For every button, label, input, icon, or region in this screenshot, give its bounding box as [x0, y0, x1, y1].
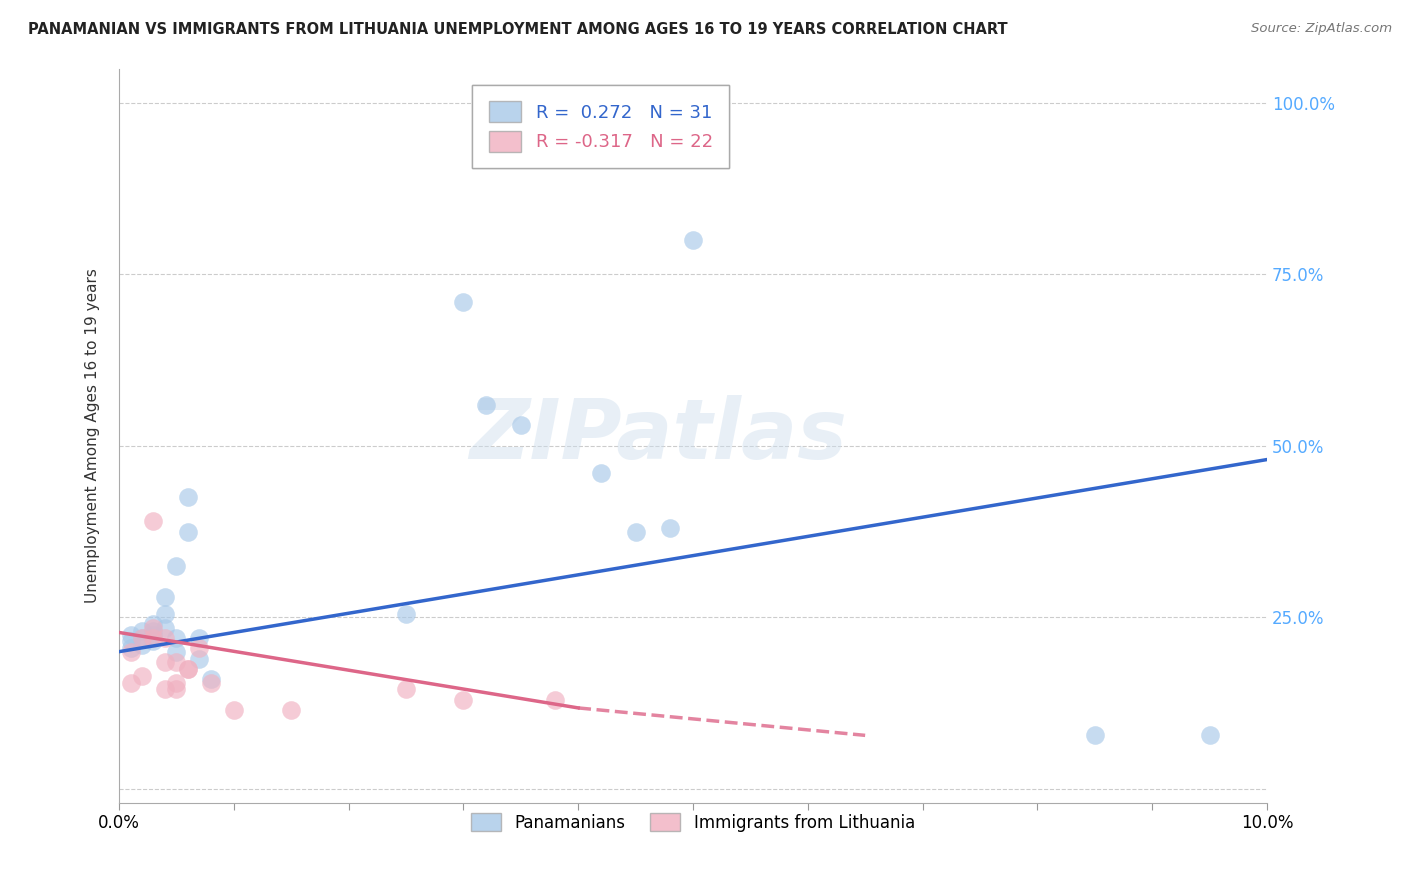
- Point: [120, 641, 142, 656]
- Point: [153, 631, 176, 645]
- Point: [165, 682, 187, 697]
- Point: [280, 703, 302, 717]
- Point: [177, 524, 200, 539]
- Point: [222, 703, 245, 717]
- Point: [395, 607, 418, 621]
- Point: [153, 682, 176, 697]
- Point: [200, 672, 222, 686]
- Point: [165, 655, 187, 669]
- Y-axis label: Unemployment Among Ages 16 to 19 years: Unemployment Among Ages 16 to 19 years: [86, 268, 100, 603]
- Point: [624, 524, 647, 539]
- Point: [682, 233, 704, 247]
- Point: [165, 645, 187, 659]
- Legend: R =  0.272   N = 31, R = -0.317   N = 22: R = 0.272 N = 31, R = -0.317 N = 22: [472, 85, 728, 168]
- Point: [142, 621, 165, 635]
- Point: [142, 624, 165, 638]
- Point: [142, 634, 165, 648]
- Point: [659, 521, 682, 535]
- Point: [200, 675, 222, 690]
- Point: [142, 617, 165, 632]
- Point: [142, 514, 165, 528]
- Point: [475, 398, 498, 412]
- Point: [120, 634, 142, 648]
- Point: [120, 675, 142, 690]
- Point: [177, 491, 200, 505]
- Point: [131, 624, 153, 638]
- Point: [544, 692, 567, 706]
- Text: PANAMANIAN VS IMMIGRANTS FROM LITHUANIA UNEMPLOYMENT AMONG AGES 16 TO 19 YEARS C: PANAMANIAN VS IMMIGRANTS FROM LITHUANIA …: [28, 22, 1008, 37]
- Point: [131, 668, 153, 682]
- Point: [120, 645, 142, 659]
- Point: [131, 631, 153, 645]
- Point: [1198, 728, 1220, 742]
- Point: [120, 627, 142, 641]
- Point: [131, 638, 153, 652]
- Point: [131, 631, 153, 645]
- Point: [453, 294, 475, 309]
- Point: [591, 467, 613, 481]
- Text: Source: ZipAtlas.com: Source: ZipAtlas.com: [1251, 22, 1392, 36]
- Point: [165, 631, 187, 645]
- Point: [153, 655, 176, 669]
- Point: [177, 662, 200, 676]
- Point: [188, 631, 211, 645]
- Point: [142, 627, 165, 641]
- Point: [165, 675, 187, 690]
- Point: [177, 662, 200, 676]
- Point: [1084, 728, 1107, 742]
- Point: [188, 641, 211, 656]
- Point: [453, 692, 475, 706]
- Point: [509, 418, 531, 433]
- Point: [142, 631, 165, 645]
- Point: [153, 621, 176, 635]
- Point: [165, 558, 187, 573]
- Text: ZIPatlas: ZIPatlas: [470, 395, 848, 476]
- Point: [188, 651, 211, 665]
- Point: [153, 607, 176, 621]
- Point: [153, 590, 176, 604]
- Point: [395, 682, 418, 697]
